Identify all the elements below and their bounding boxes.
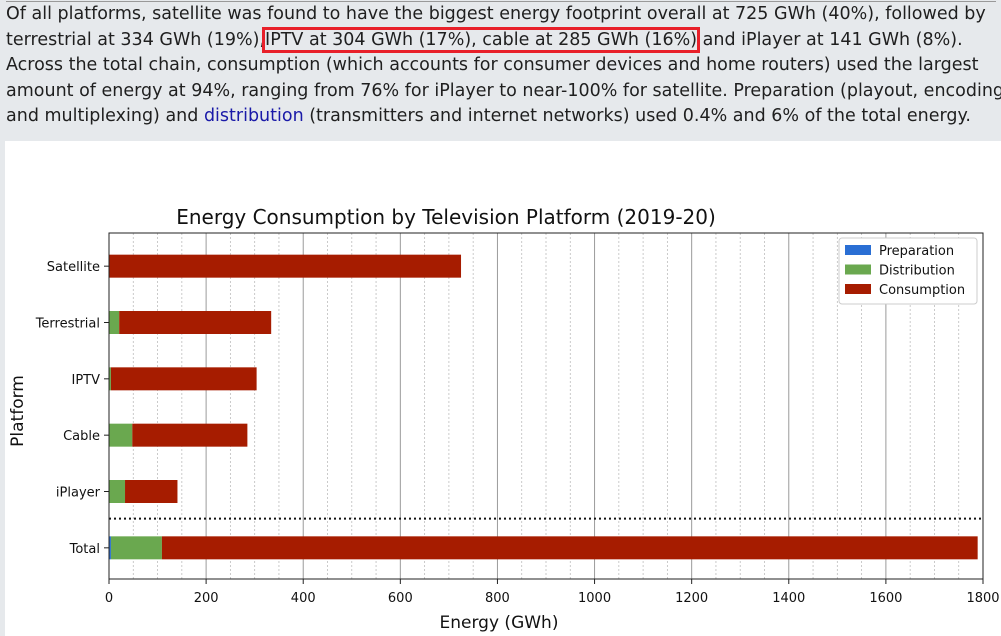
article-text-2b: and iPlayer at 141 GWh (8%). — [697, 29, 963, 50]
article-text-4: amount of energy at 94%, ranging from 76… — [6, 80, 1001, 101]
article-line-3: Across the total chain, consumption (whi… — [6, 53, 996, 79]
x-tick-label: 600 — [388, 591, 413, 606]
legend-swatch-preparation — [845, 245, 871, 255]
y-tick-label-iptv: IPTV — [71, 373, 100, 388]
y-tick-label-satellite: Satellite — [47, 260, 100, 275]
y-tick-label-iplayer: iPlayer — [56, 486, 101, 501]
bar-distribution-terrestrial — [109, 311, 120, 334]
x-tick-label: 1600 — [869, 591, 902, 606]
y-tick-label-terrestrial: Terrestrial — [35, 317, 100, 332]
bar-distribution-iptv — [109, 367, 111, 391]
bar-consumption-total — [161, 536, 978, 560]
bar-distribution-total — [110, 536, 162, 560]
y-tick-label-total: Total — [69, 542, 100, 557]
y-tick-label-cable: Cable — [63, 429, 100, 444]
bar-consumption-iplayer — [125, 480, 178, 503]
legend-swatch-consumption — [845, 284, 871, 294]
article-line-4: amount of energy at 94%, ranging from 76… — [6, 79, 1001, 105]
grid — [108, 233, 984, 579]
legend-label-distribution: Distribution — [879, 264, 955, 279]
bar-distribution-cable — [109, 423, 133, 447]
article-line-1: Of all platforms, satellite was found to… — [6, 2, 996, 28]
bar-preparation-total — [109, 536, 111, 560]
highlighted-text: IPTV at 304 GWh (17%), cable at 285 GWh … — [262, 26, 701, 53]
article-text-5a: and multiplexing) and — [6, 106, 204, 126]
x-tick-label: 200 — [194, 591, 219, 606]
article-text-1: Of all platforms, satellite was found to… — [6, 4, 986, 24]
x-tick-label: 800 — [485, 591, 510, 606]
bar-consumption-terrestrial — [119, 311, 272, 334]
article-text-3: Across the total chain, consumption (whi… — [6, 55, 979, 75]
energy-chart: Energy Consumption by Television Platfor… — [8, 205, 1000, 633]
bar-consumption-satellite — [109, 254, 462, 278]
article-text-5b: (transmitters and internet networks) use… — [303, 106, 971, 126]
bar-consumption-iptv — [110, 367, 257, 391]
bar-distribution-iplayer — [109, 480, 126, 503]
distribution-link[interactable]: distribution — [203, 106, 304, 126]
chart-panel: Energy Consumption by Television Platfor… — [5, 141, 1001, 636]
legend: Preparation Distribution Consumption — [838, 237, 978, 305]
bar-consumption-cable — [132, 423, 248, 447]
bars — [109, 254, 978, 560]
x-tick-label: 400 — [291, 591, 316, 606]
x-tick-label: 1000 — [578, 591, 611, 606]
plot-frame — [108, 232, 984, 580]
x-tick-label: 1400 — [772, 591, 805, 606]
axes: 0 200 400 600 800 1000 1200 1400 1600 1800 Satelli… — [35, 232, 1000, 606]
x-tick-label: 0 — [105, 591, 113, 606]
x-axis-label: Energy (GWh) — [440, 613, 559, 633]
article-line-2: terrestrial at 334 GWh (19%),IPTV at 304… — [6, 26, 996, 54]
article-text-2a: terrestrial at 334 GWh (19%), — [6, 29, 266, 50]
legend-label-consumption: Consumption — [879, 283, 965, 298]
chart-title: Energy Consumption by Television Platfor… — [176, 205, 716, 229]
legend-swatch-distribution — [845, 264, 871, 275]
legend-label-preparation: Preparation — [879, 244, 954, 259]
y-axis-label: Platform — [8, 375, 28, 447]
x-tick-label: 1200 — [675, 591, 708, 606]
article-line-5: and multiplexing) and distribution (tran… — [6, 104, 996, 130]
legend-box — [838, 237, 978, 305]
x-tick-label: 1800 — [966, 591, 999, 606]
article-paragraph: Of all platforms, satellite was found to… — [6, 1, 1001, 130]
